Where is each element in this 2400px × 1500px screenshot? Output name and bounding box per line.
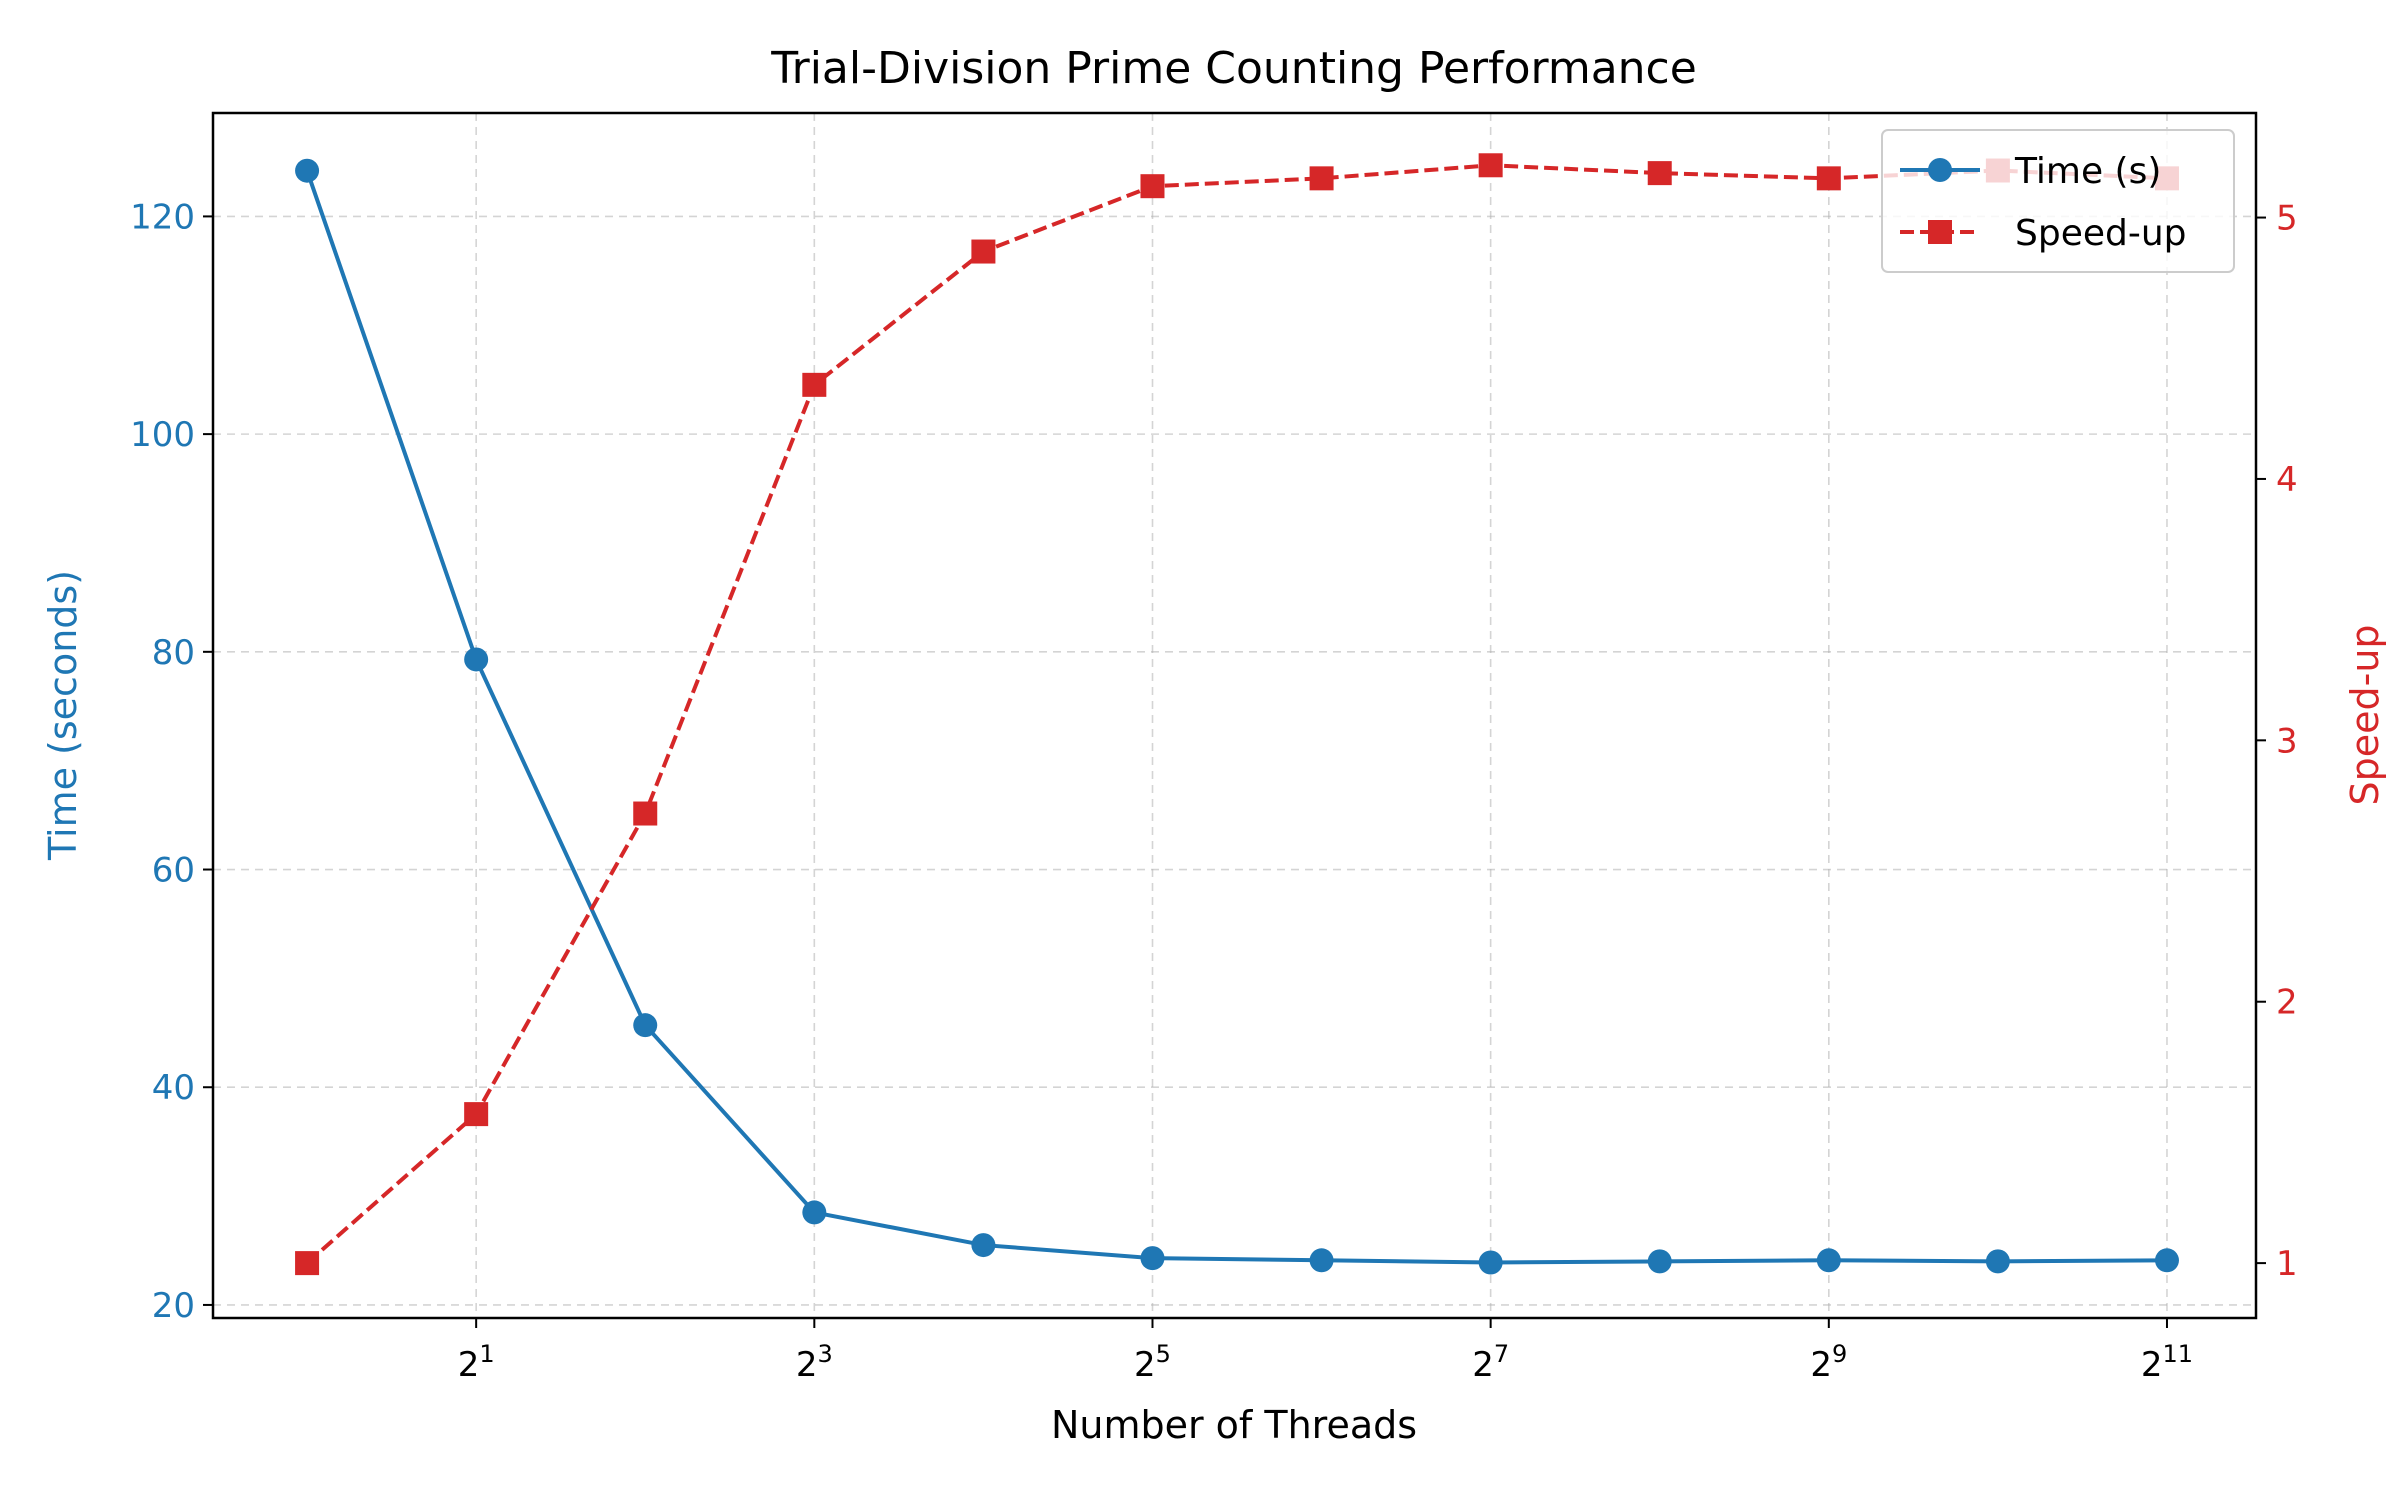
data-point-time xyxy=(464,647,489,672)
x-tick-label: 27 xyxy=(1472,1340,1509,1385)
data-point-speedup xyxy=(1309,166,1334,191)
y-left-tick-label: 20 xyxy=(152,1286,195,1326)
data-point-time xyxy=(802,1200,827,1225)
data-point-time xyxy=(2154,1248,2179,1273)
data-point-time xyxy=(1985,1249,2010,1274)
data-point-speedup xyxy=(1647,161,1672,186)
data-point-speedup xyxy=(464,1102,489,1127)
x-tick-label: 25 xyxy=(1134,1340,1171,1385)
y-left-tick-label: 80 xyxy=(152,633,195,673)
legend-box xyxy=(1881,129,2235,273)
data-point-time xyxy=(1816,1248,1841,1273)
y-right-tick-label: 5 xyxy=(2276,199,2298,239)
data-point-speedup xyxy=(295,1251,320,1276)
data-point-speedup xyxy=(1140,174,1165,199)
plot-frame xyxy=(211,111,2258,1320)
y-left-tick-label: 40 xyxy=(152,1068,195,1108)
y-left-tick-label: 60 xyxy=(152,851,195,891)
data-point-time xyxy=(633,1013,658,1038)
data-point-time xyxy=(1647,1249,1672,1274)
y-right-tick-label: 3 xyxy=(2276,721,2298,761)
x-axis-label: Number of Threads xyxy=(1051,1403,1417,1447)
y-right-tick-label: 2 xyxy=(2276,983,2298,1023)
legend-speedup-marker xyxy=(1928,220,1952,244)
x-tick-label: 21 xyxy=(458,1340,495,1385)
data-point-time xyxy=(295,158,320,183)
data-point-speedup xyxy=(802,372,827,397)
data-point-time xyxy=(971,1233,996,1258)
data-point-time xyxy=(1478,1250,1503,1275)
data-point-time xyxy=(1309,1248,1334,1273)
series-line-time xyxy=(305,170,2167,1265)
legend: Time (s) Speed-up xyxy=(1881,129,2235,273)
x-tick-label: 211 xyxy=(2141,1340,2193,1385)
x-tick-label: 29 xyxy=(1810,1340,1847,1385)
series-layer xyxy=(295,153,2179,1276)
legend-time-marker xyxy=(1928,158,1952,182)
y-left-axis-label: Time (seconds) xyxy=(41,570,85,861)
y-left-tick-label: 120 xyxy=(130,197,195,237)
legend-time-label: Time (s) xyxy=(2014,151,2161,192)
y-right-tick-label: 4 xyxy=(2276,460,2298,500)
data-point-speedup xyxy=(971,239,996,264)
y-right-axis-label: Speed-up xyxy=(2343,624,2387,805)
y-right-tick-label: 1 xyxy=(2276,1244,2298,1284)
data-point-speedup xyxy=(633,801,658,826)
grid xyxy=(213,113,2256,1318)
legend-speedup-label: Speed-up xyxy=(2015,213,2187,254)
data-point-speedup xyxy=(1478,153,1503,178)
data-point-speedup xyxy=(1816,166,1841,191)
series-line-speedup xyxy=(305,163,2168,1265)
chart-title: Trial-Division Prime Counting Performanc… xyxy=(770,43,1697,94)
data-point-time xyxy=(1140,1246,1165,1271)
x-tick-label: 23 xyxy=(796,1340,833,1385)
y-left-tick-label: 100 xyxy=(130,415,195,455)
